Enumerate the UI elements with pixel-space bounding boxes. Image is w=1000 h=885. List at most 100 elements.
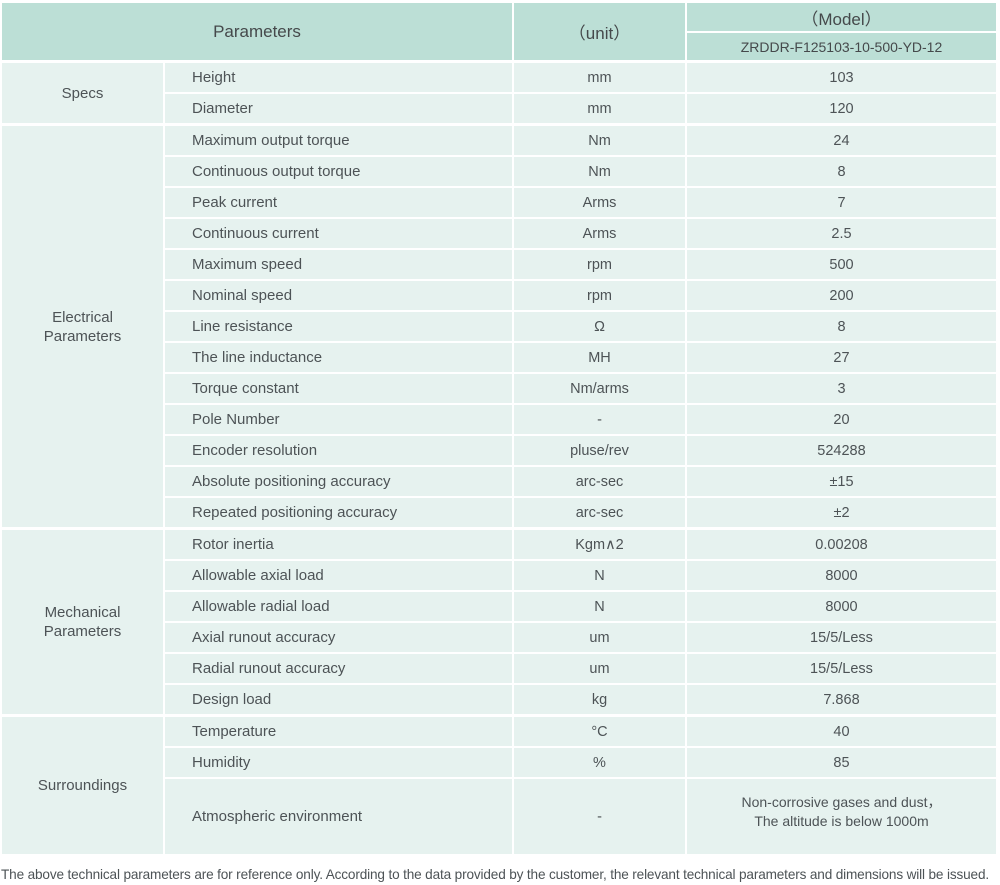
param-name-cell: Continuous current (163, 217, 514, 250)
unit-cell: um (512, 652, 687, 685)
category-cell-mechanical: Mechanical Parameters (0, 527, 165, 717)
table-row: Nominal speed rpm 200 (1, 279, 998, 312)
spec-table: Parameters （unit） （Model） ZRDDR-F125103-… (0, 1, 998, 856)
param-name-cell: Absolute positioning accuracy (163, 465, 514, 498)
unit-cell: um (512, 621, 687, 654)
value-cell: 8 (685, 155, 998, 188)
param-name-cell: Axial runout accuracy (163, 621, 514, 654)
param-name-cell: Peak current (163, 186, 514, 219)
unit-cell: arc-sec (512, 496, 687, 530)
value-cell: 8000 (685, 590, 998, 623)
table-row: Specs Height mm 103 (0, 60, 998, 126)
table-row: Encoder resolution pluse/rev 524288 (1, 434, 998, 467)
value-cell: 8000 (685, 559, 998, 592)
unit-cell: Ω (512, 310, 687, 343)
table-row: Surroundings Temperature °C 40 (0, 714, 998, 856)
unit-header: （unit） (512, 1, 687, 63)
value-cell: Non-corrosive gases and dust， The altitu… (685, 777, 998, 856)
model-header: （Model） (685, 1, 998, 33)
param-name-cell: Repeated positioning accuracy (163, 496, 514, 530)
category-cell-electrical: Electrical Parameters (0, 123, 165, 530)
value-cell: 15/5/Less (685, 621, 998, 654)
table-row: Axial runout accuracy um 15/5/Less (1, 621, 998, 654)
value-cell: 120 (685, 92, 998, 126)
table-row: Diameter mm 120 (1, 92, 998, 126)
unit-cell: pluse/rev (512, 434, 687, 467)
unit-cell: MH (512, 341, 687, 374)
param-name-cell: Atmospheric environment (163, 777, 514, 856)
value-cell: 15/5/Less (685, 652, 998, 685)
value-cell: ±2 (685, 496, 998, 530)
unit-cell: % (512, 746, 687, 779)
value-cell: 24 (685, 123, 998, 157)
unit-cell: arc-sec (512, 465, 687, 498)
unit-cell: Nm/arms (512, 372, 687, 405)
table-row: Allowable axial load N 8000 (1, 559, 998, 592)
model-number-cell: ZRDDR-F125103-10-500-YD-12 (685, 31, 998, 63)
param-name-cell: Height (163, 60, 514, 94)
param-name-cell: Allowable axial load (163, 559, 514, 592)
table-row: Mechanical Parameters Rotor inertia Kgm∧… (0, 527, 998, 717)
unit-cell: Arms (512, 186, 687, 219)
parameters-header: Parameters (0, 1, 514, 63)
param-name-cell: Diameter (163, 92, 514, 126)
table-row: Radial runout accuracy um 15/5/Less (1, 652, 998, 685)
header-row-1: Parameters （unit） （Model） (0, 1, 998, 63)
unit-cell: °C (512, 714, 687, 748)
category-cell-surroundings: Surroundings (0, 714, 165, 856)
table-row: The line inductance MH 27 (1, 341, 998, 374)
table-row: Peak current Arms 7 (1, 186, 998, 219)
param-name-cell: The line inductance (163, 341, 514, 374)
table-row: Torque constant Nm/arms 3 (1, 372, 998, 405)
value-cell: ±15 (685, 465, 998, 498)
value-cell: 7 (685, 186, 998, 219)
value-cell: 27 (685, 341, 998, 374)
value-cell: 524288 (685, 434, 998, 467)
unit-cell: mm (512, 60, 687, 94)
table-row: Repeated positioning accuracy arc-sec ±2 (1, 496, 998, 530)
table-row: Allowable radial load N 8000 (1, 590, 998, 623)
table-row: Continuous current Arms 2.5 (1, 217, 998, 250)
category-cell-specs: Specs (0, 60, 165, 126)
unit-cell: rpm (512, 279, 687, 312)
unit-cell: Nm (512, 155, 687, 188)
footer-note: The above technical parameters are for r… (1, 867, 989, 882)
unit-cell: N (512, 590, 687, 623)
table-row: Electrical Parameters Maximum output tor… (0, 123, 998, 530)
value-cell: 7.868 (685, 683, 998, 717)
unit-cell: - (512, 403, 687, 436)
param-name-cell: Radial runout accuracy (163, 652, 514, 685)
param-name-cell: Allowable radial load (163, 590, 514, 623)
unit-cell: rpm (512, 248, 687, 281)
value-cell: 0.00208 (685, 527, 998, 561)
unit-cell: - (512, 777, 687, 856)
value-cell: 20 (685, 403, 998, 436)
table-row: Pole Number - 20 (1, 403, 998, 436)
unit-cell: Arms (512, 217, 687, 250)
table-row: Humidity % 85 (1, 746, 998, 779)
value-cell: 2.5 (685, 217, 998, 250)
value-cell: 40 (685, 714, 998, 748)
unit-cell: Nm (512, 123, 687, 157)
value-cell: 500 (685, 248, 998, 281)
unit-cell: N (512, 559, 687, 592)
table-row: Continuous output torque Nm 8 (1, 155, 998, 188)
unit-cell: mm (512, 92, 687, 126)
param-name-cell: Rotor inertia (163, 527, 514, 561)
table-row: Absolute positioning accuracy arc-sec ±1… (1, 465, 998, 498)
param-name-cell: Continuous output torque (163, 155, 514, 188)
unit-cell: Kgm∧2 (512, 527, 687, 561)
param-name-cell: Line resistance (163, 310, 514, 343)
param-name-cell: Maximum speed (163, 248, 514, 281)
param-name-cell: Pole Number (163, 403, 514, 436)
value-cell: 103 (685, 60, 998, 94)
param-name-cell: Nominal speed (163, 279, 514, 312)
value-cell: 85 (685, 746, 998, 779)
param-name-cell: Design load (163, 683, 514, 717)
param-name-cell: Torque constant (163, 372, 514, 405)
value-cell: 8 (685, 310, 998, 343)
value-cell: 3 (685, 372, 998, 405)
param-name-cell: Temperature (163, 714, 514, 748)
table-row: Maximum speed rpm 500 (1, 248, 998, 281)
